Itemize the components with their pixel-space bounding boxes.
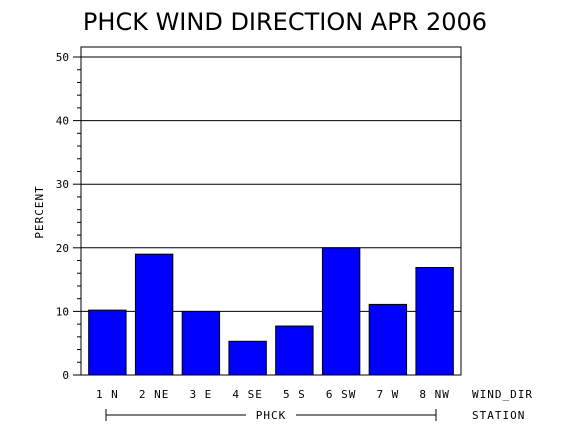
bar [275,325,314,376]
bar [321,247,361,376]
y-tick-label: 50 [56,51,69,64]
x-tick-label: 7 W [376,388,399,401]
x-tick-label: 2 NE [139,388,170,401]
y-tick-label: 20 [56,242,69,255]
bar [368,303,408,376]
plot-frame [80,46,462,376]
group-axis-label: STATION [472,409,525,422]
x-tick-label: 5 S [283,388,306,401]
y-axis-label: PERCENT [33,185,46,238]
group-axis: PHCK [105,408,437,422]
x-tick-label: 8 NW [419,388,450,401]
bar [228,340,267,376]
y-tick-label: 40 [56,115,69,128]
x-axis-label: WIND_DIR [472,388,533,401]
group-label: PHCK [256,409,287,422]
bar [134,253,174,376]
x-tick-label: 4 SE [232,388,263,401]
x-tick-label: 1 N [96,388,119,401]
bars [88,247,454,376]
bar [88,309,127,376]
y-tick-label: 0 [62,369,69,382]
bar [415,267,454,376]
x-axis: 1 N 2 NE 3 E 4 SE 5 S 6 SW 7 W 8 NW [96,388,450,401]
chart-title: PHCK WIND DIRECTION APR 2006 [83,8,487,36]
group-label-backdrop [246,408,296,422]
bar [181,310,221,376]
x-tick-label: 3 E [189,388,212,401]
y-tick-label: 30 [56,178,69,191]
y-axis: 0 10 20 30 40 50 [56,51,81,382]
x-tick-label: 6 SW [326,388,357,401]
y-tick-label: 10 [56,305,69,318]
